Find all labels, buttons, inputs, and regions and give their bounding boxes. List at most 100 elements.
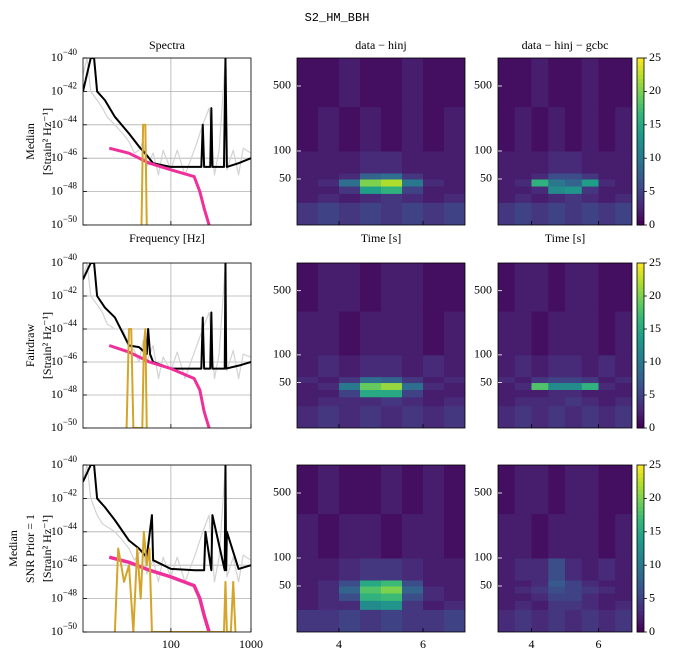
heatmap-cell <box>498 178 516 187</box>
heatmap-cell <box>423 382 445 390</box>
colorbar-segment <box>637 128 644 134</box>
heatmap-cell <box>444 465 465 515</box>
axes-frame <box>497 262 633 429</box>
colorbar-segment <box>637 95 644 101</box>
heatmap-cell <box>360 609 382 632</box>
heatmap-cell <box>402 405 424 428</box>
heatmap-cell <box>598 354 616 378</box>
y-tick-label: 100 <box>273 550 291 564</box>
colorbar-segment <box>637 419 644 425</box>
heatmap-cell <box>360 58 382 108</box>
colorbar-segment <box>637 312 644 318</box>
series-line <box>108 555 211 632</box>
heatmap-cell <box>318 600 340 610</box>
heatmap-cell <box>339 150 361 174</box>
colorbar-segment <box>637 158 644 163</box>
heatmap-cell <box>531 513 549 559</box>
colorbar-segment <box>637 569 644 575</box>
colorbar-segment <box>637 552 644 558</box>
heatmap-cell <box>598 593 616 601</box>
heatmap-cell <box>318 376 340 384</box>
heatmap-cell <box>423 354 445 378</box>
heatmap-cell <box>360 389 382 398</box>
colorbar-segment <box>637 510 644 516</box>
heatmap-cell <box>531 382 549 390</box>
heatmap-cell <box>514 609 532 632</box>
colorbar-segment <box>637 145 644 151</box>
heatmap-cell <box>565 193 583 203</box>
y-axis-label: [Strain² Hz⁻¹] <box>40 108 54 175</box>
heatmap-cell <box>598 263 616 312</box>
heatmap-cell <box>615 513 632 559</box>
heatmap-cell <box>598 600 616 610</box>
heatmap-cell <box>565 513 583 559</box>
heatmap-cell <box>565 186 583 194</box>
heatmap-cell <box>548 193 566 203</box>
heatmap-cell <box>297 172 319 180</box>
heatmap-cell <box>381 376 403 384</box>
heatmap-cell <box>402 557 424 581</box>
colorbar-tick-label: 25 <box>649 457 661 471</box>
heatmap-cell <box>444 382 465 390</box>
heatmap-cell <box>531 106 549 152</box>
heatmap-cell <box>615 106 632 152</box>
heatmap-cell <box>402 172 424 180</box>
heatmap-cell <box>498 609 516 632</box>
heatmap-cell <box>615 396 632 407</box>
heatmap-cell <box>423 465 445 515</box>
y-tick-label: 10−44 <box>51 521 78 538</box>
colorbar-segment <box>637 606 644 612</box>
y-tick-label: 10−48 <box>51 588 78 605</box>
heatmap-cell <box>318 382 340 390</box>
heatmap-cell <box>598 513 616 559</box>
colorbar-segment <box>637 386 644 392</box>
heatmap-cell <box>297 593 319 601</box>
heatmap-cell <box>514 389 532 398</box>
heatmap-cell <box>444 396 465 407</box>
heatmap-cell <box>381 513 403 559</box>
heatmap-cell <box>565 150 583 174</box>
colorbar-segment <box>637 316 644 322</box>
colorbar-segment <box>637 598 644 604</box>
heatmap-cell <box>423 593 445 601</box>
colorbar-segment <box>637 279 644 285</box>
heatmap-cell <box>581 58 599 108</box>
heatmap-cell <box>381 178 403 187</box>
heatmap-cell <box>548 513 566 559</box>
heatmap-cell <box>360 178 382 187</box>
plot-area <box>498 58 632 225</box>
y-tick-label: 10−40 <box>51 47 78 64</box>
heatmap-cell <box>548 557 566 581</box>
heatmap-cell <box>339 585 361 594</box>
heatmap-cell <box>531 178 549 187</box>
heatmap-cell <box>297 585 319 594</box>
heatmap-cell <box>531 202 549 225</box>
heatmap-cell <box>360 513 382 559</box>
colorbar-tick-label: 20 <box>649 490 661 504</box>
colorbar-segment <box>637 341 644 346</box>
colorbar-segment <box>637 565 644 570</box>
heatmap-cell <box>531 311 549 356</box>
y-tick-label: 10−44 <box>51 318 78 335</box>
heatmap-cell <box>318 579 340 587</box>
colorbar-segment <box>637 103 644 109</box>
heatmap-cell <box>318 557 340 581</box>
colorbar-segment <box>637 154 644 159</box>
heatmap-cell <box>531 585 549 594</box>
heatmap-cell <box>339 579 361 587</box>
heatmap-cell <box>444 579 465 587</box>
heatmap-cell <box>360 376 382 384</box>
colorbar-segment <box>637 370 644 375</box>
heatmap-cell <box>339 609 361 632</box>
heatmap-cell <box>402 202 424 225</box>
y-tick-label: 10−48 <box>51 384 78 401</box>
colorbar-segment <box>637 577 644 583</box>
heatmap-cell <box>548 579 566 587</box>
heatmap-cell <box>339 58 361 108</box>
heatmap-cell <box>514 311 532 356</box>
panel-title: data − hinj <box>355 38 406 52</box>
y-axis-label: Median <box>6 530 20 567</box>
colorbar-segment <box>637 548 644 554</box>
heatmap-cell <box>498 193 516 203</box>
